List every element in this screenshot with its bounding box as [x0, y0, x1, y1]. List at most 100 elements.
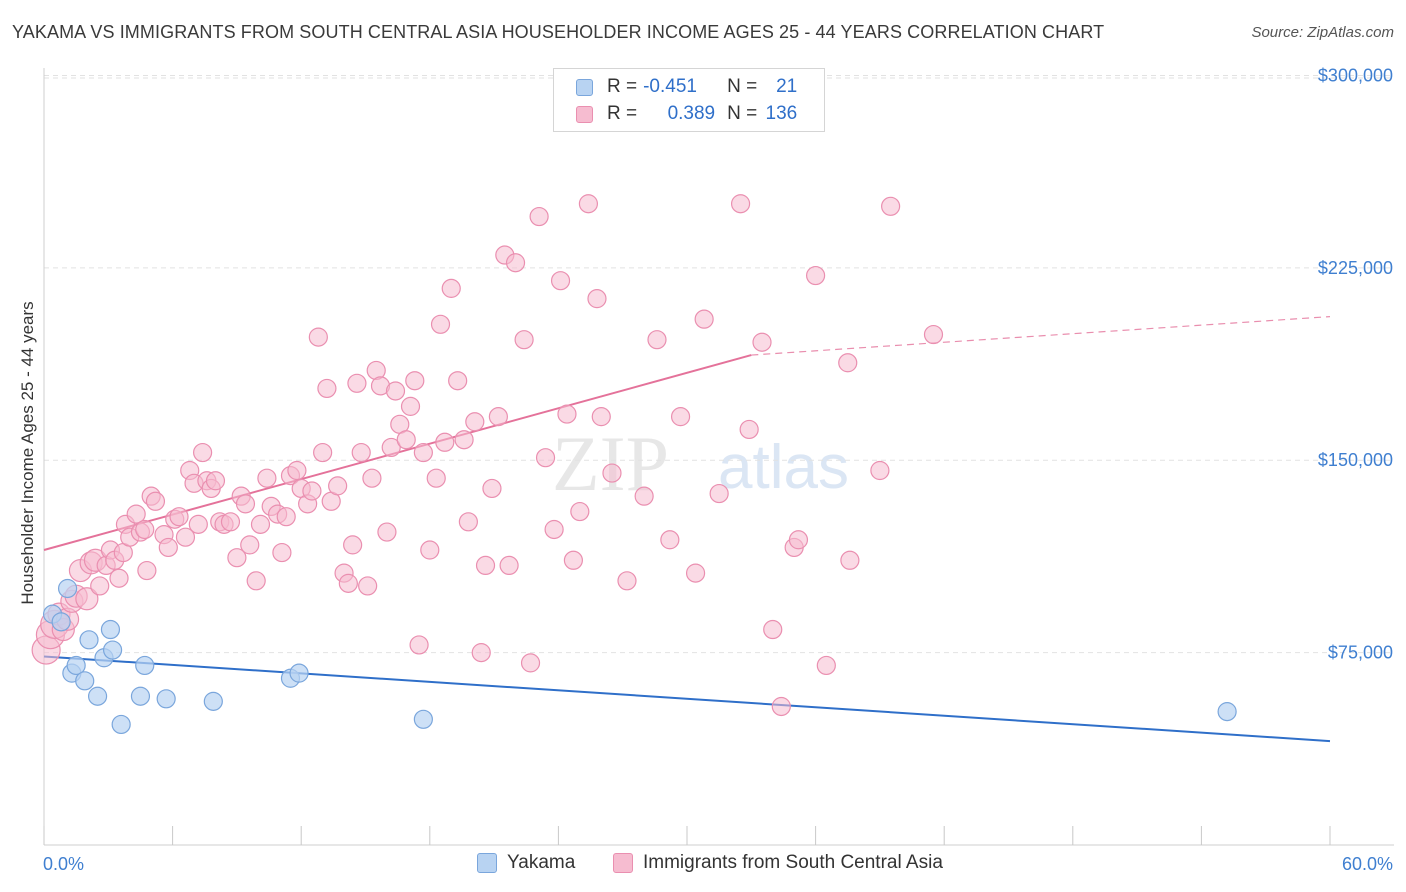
- data-point-immigrants: [448, 371, 468, 391]
- y-axis-label: Householder Income Ages 25 - 44 years: [18, 301, 37, 604]
- data-point-yakama: [66, 655, 86, 676]
- data-point-yakama: [100, 619, 121, 640]
- data-point-immigrants: [670, 407, 691, 427]
- data-point-immigrants: [563, 550, 584, 570]
- data-point-immigrants: [870, 460, 890, 481]
- watermark: ZIP atlas: [552, 420, 849, 507]
- legend-n-value-yakama: 21: [776, 76, 798, 97]
- y-tick-label: $75,000: [1328, 643, 1393, 663]
- watermark-atlas: atlas: [718, 433, 849, 502]
- data-point-immigrants: [347, 373, 367, 393]
- series-label-immigrants: Immigrants from South Central Asia: [643, 852, 943, 873]
- data-point-immigrants: [730, 194, 751, 214]
- x-tick-label-max: 60.0%: [1342, 854, 1393, 874]
- data-point-immigrants: [158, 537, 178, 558]
- y-tick-labels: $75,000 $150,000 $225,000 $300,000: [1318, 65, 1393, 662]
- data-point-yakama: [87, 686, 108, 706]
- data-point-immigrants: [396, 430, 416, 450]
- data-point-immigrants: [840, 550, 860, 570]
- data-point-immigrants: [137, 560, 157, 581]
- data-point-immigrants: [188, 514, 208, 534]
- data-point-immigrants: [257, 468, 277, 488]
- data-point-immigrants: [90, 576, 110, 596]
- data-point-immigrants: [739, 419, 759, 440]
- data-point-immigrants: [145, 491, 166, 511]
- data-point-immigrants: [458, 512, 478, 532]
- data-point-immigrants: [343, 535, 363, 555]
- series-swatch-yakama: [477, 853, 497, 873]
- data-point-immigrants: [135, 519, 155, 540]
- data-point-immigrants: [126, 504, 146, 524]
- data-point-immigrants: [441, 278, 461, 298]
- data-point-immigrants: [514, 330, 534, 350]
- data-point-immigrants: [235, 494, 256, 514]
- data-point-yakama: [203, 691, 223, 711]
- data-point-immigrants: [362, 468, 382, 488]
- legend-n-label: N =: [727, 76, 758, 97]
- immigrants-points: [31, 194, 944, 717]
- data-point-immigrants: [413, 442, 433, 463]
- data-point-immigrants: [602, 463, 622, 483]
- data-point-immigrants: [805, 265, 826, 286]
- data-point-immigrants: [338, 573, 358, 593]
- x-tick-label-min: 0.0%: [43, 854, 84, 874]
- data-point-immigrants: [587, 289, 607, 309]
- data-point-immigrants: [276, 507, 296, 527]
- data-point-immigrants: [694, 309, 714, 329]
- data-point-immigrants: [400, 396, 421, 416]
- data-point-yakama: [102, 640, 123, 660]
- series-legend: Yakama Immigrants from South Central Asi…: [0, 852, 1406, 878]
- data-point-immigrants: [535, 448, 556, 468]
- legend-row-yakama: R = -0.451 N = 21: [576, 74, 797, 100]
- data-point-immigrants: [578, 194, 599, 214]
- data-point-immigrants: [752, 332, 772, 352]
- y-tick-label: $150,000: [1318, 450, 1393, 470]
- data-point-yakama: [289, 663, 309, 683]
- trend-line-yakama: [43, 655, 1331, 743]
- data-point-immigrants: [420, 540, 440, 560]
- data-point-immigrants: [923, 324, 944, 345]
- series-legend-yakama[interactable]: Yakama: [477, 852, 575, 874]
- legend-swatch-immigrants: [576, 105, 593, 123]
- data-point-immigrants: [308, 327, 328, 347]
- data-point-immigrants: [246, 571, 266, 591]
- data-point-immigrants: [109, 568, 129, 588]
- data-point-immigrants: [317, 378, 337, 399]
- data-point-immigrants: [591, 407, 611, 427]
- data-point-immigrants: [570, 501, 590, 522]
- data-point-immigrants: [240, 535, 260, 555]
- data-point-immigrants: [550, 271, 571, 291]
- data-point-immigrants: [505, 253, 526, 273]
- data-point-immigrants: [685, 563, 706, 583]
- series-swatch-immigrants: [613, 853, 633, 873]
- series-legend-immigrants[interactable]: Immigrants from South Central Asia: [613, 852, 943, 874]
- data-point-immigrants: [426, 468, 446, 488]
- data-point-immigrants: [788, 530, 809, 550]
- data-point-immigrants: [313, 442, 333, 463]
- source-label: Source: ZipAtlas.com: [1251, 24, 1394, 41]
- data-point-yakama: [135, 655, 155, 676]
- data-point-yakama: [79, 630, 99, 650]
- data-point-yakama: [156, 689, 176, 709]
- data-point-immigrants: [385, 381, 406, 401]
- yakama-points: [42, 578, 1237, 735]
- data-point-immigrants: [435, 432, 455, 452]
- legend-r-label: R =: [607, 76, 638, 97]
- data-point-immigrants: [816, 655, 836, 676]
- data-point-immigrants: [617, 571, 637, 591]
- data-point-immigrants: [358, 576, 378, 596]
- data-point-yakama: [51, 612, 71, 632]
- data-point-immigrants: [647, 330, 667, 350]
- data-point-immigrants: [272, 542, 292, 563]
- data-point-immigrants: [488, 407, 508, 427]
- legend-r-value-immigrants: 0.389: [667, 103, 716, 124]
- data-point-immigrants: [250, 514, 271, 534]
- data-point-yakama: [130, 686, 151, 706]
- data-point-immigrants: [409, 635, 429, 655]
- data-point-immigrants: [557, 404, 577, 424]
- chart-title: YAKAMA VS IMMIGRANTS FROM SOUTH CENTRAL …: [12, 22, 1105, 42]
- data-point-immigrants: [75, 587, 99, 611]
- data-point-immigrants: [465, 412, 485, 432]
- legend-n-value-immigrants: 136: [765, 103, 798, 124]
